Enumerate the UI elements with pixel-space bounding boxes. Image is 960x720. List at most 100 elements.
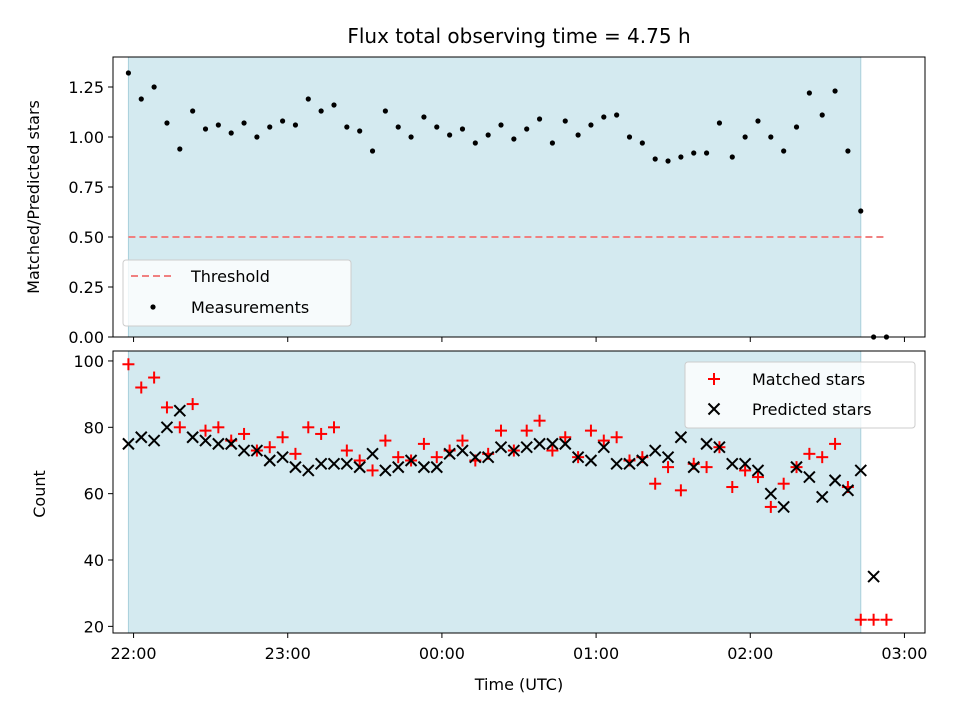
predicted-star-point [379,464,392,477]
predicted-star-point-b [147,434,161,447]
predicted-star-point-b [199,434,212,447]
predicted-star-point [353,460,366,474]
matched-star-point [726,481,739,494]
predicted-star-point-b [674,431,688,444]
predicted-star-point-b [353,460,366,474]
y-tick-label: 80 [84,418,104,437]
measurement-point [254,134,260,140]
predicted-star-point [713,441,726,454]
predicted-star-point [700,437,713,451]
matched-star-point [867,613,880,626]
predicted-star-point [186,431,199,444]
matched-star-point [559,431,572,444]
x-tick-label: 23:00 [265,644,311,663]
predicted-star-point-b [533,437,546,451]
measurement-point [331,102,337,108]
predicted-star-point [687,460,700,474]
predicted-star-point-b [700,437,713,451]
predicted-star-point [648,444,662,457]
measurement-point [601,114,607,120]
matched-star-point [751,471,764,484]
measurement-point [755,118,761,124]
x-axis-label: Time (UTC) [474,675,563,694]
predicted-star-point-b [584,454,598,467]
predicted-star-point-b [597,441,611,454]
predicted-star-point [392,460,405,474]
measurement-point [228,130,234,136]
predicted-star-point [674,431,688,444]
measurement-point [781,148,787,154]
predicted-star-point [803,470,816,484]
matched-star-point [199,424,212,437]
predicted-star-point [777,500,790,514]
predicted-star-point [520,441,533,454]
measurement-point [292,122,299,128]
measurement-point [202,126,209,132]
measurement-point [511,136,517,142]
top-panel-marks [125,70,890,340]
legend-x-marker-b [707,402,721,416]
legend-threshold-label: Threshold [190,267,270,286]
predicted-star-point [546,437,559,451]
measurement-point [858,208,864,214]
measurement-point [819,112,825,118]
measurement-point [626,134,633,140]
predicted-star-point-b [854,464,867,477]
measurement-point [742,134,748,140]
measurement-point [498,122,504,128]
predicted-star-point [199,434,212,447]
predicted-star-point-b [867,570,880,583]
predicted-star-point-b [276,450,289,464]
matched-star-point [327,421,340,434]
predicted-star-point [790,460,803,474]
matched-star-point [186,398,199,411]
matched-star-point [263,441,276,454]
predicted-star-point-b [263,454,276,467]
matched-star-point [340,444,353,457]
legend-measurements-swatch [150,304,156,310]
measurement-point [845,148,851,154]
predicted-star-point [636,454,649,467]
predicted-star-point-b [751,464,765,477]
matched-star-point [212,421,225,434]
legend-x-marker [707,402,721,416]
matched-star-point [173,421,186,434]
measurement-point [459,126,466,132]
measurement-point [421,114,427,120]
measurement-point [678,154,684,160]
legend-predicted-label: Predicted stars [752,400,872,419]
matched-star-point [417,437,430,450]
predicted-star-point-b [366,447,379,461]
matched-star-point [392,451,405,464]
matched-star-point [122,358,135,371]
predicted-star-point [751,464,765,477]
matched-star-point [584,424,597,437]
measurement-point [536,116,543,122]
legend-measurements-label: Measurements [191,298,309,317]
predicted-star-point [263,454,276,467]
x-tick-label: 00:00 [419,644,465,663]
measurement-point [639,140,645,146]
measurement-point [614,112,620,118]
top-legend-box [122,259,352,327]
predicted-star-point [854,464,867,477]
measurement-point [434,124,440,130]
predicted-star-point-b [430,460,443,474]
predicted-star-point [469,450,482,464]
predicted-star-point-b [559,437,572,451]
legend-matched-label: Matched stars [752,370,865,389]
measurement-point [369,148,376,154]
predicted-star-point-b [636,454,649,467]
matched-star-point [597,434,610,447]
predicted-star-point [340,457,354,471]
predicted-star-point [828,474,842,487]
predicted-star-point [250,444,264,457]
predicted-star-point-b [648,444,662,457]
measurement-point [408,134,414,140]
predicted-star-point-b [173,404,187,417]
chart-title: Flux total observing time = 4.75 h [347,24,690,48]
matched-star-point [739,464,752,477]
matched-star-point [276,431,289,444]
y-tick-label: 40 [84,551,104,570]
predicted-star-point-b [777,500,790,514]
